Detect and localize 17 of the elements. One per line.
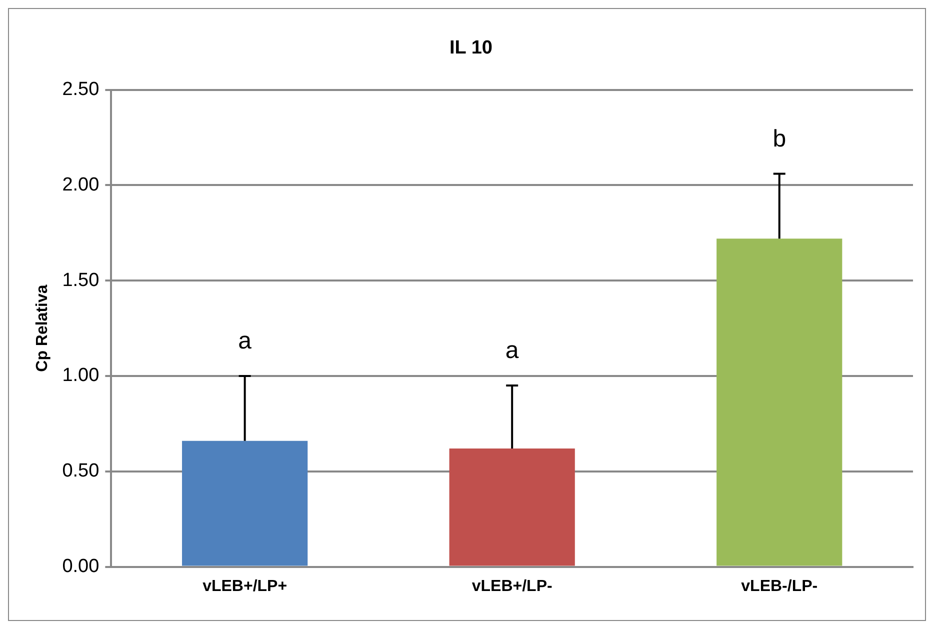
bar — [716, 238, 842, 566]
y-tick-label: 0.00 — [62, 556, 100, 578]
bar — [449, 448, 575, 566]
y-tick-label: 2.50 — [62, 79, 100, 100]
bar — [182, 440, 308, 566]
y-tick-label: 0.50 — [62, 460, 100, 482]
y-tick-label: 1.00 — [62, 365, 100, 386]
annotation: a — [505, 337, 520, 364]
y-tick-label: 2.00 — [62, 174, 100, 196]
chart-title: IL 10 — [450, 38, 492, 59]
x-tick-label: vLEB+/LP+ — [202, 578, 288, 595]
annotation: b — [772, 125, 786, 152]
x-tick-label: vLEB+/LP- — [472, 578, 552, 595]
y-tick-label: 1.50 — [62, 270, 100, 291]
annotation: a — [238, 328, 252, 355]
x-tick-label: vLEB-/LP- — [741, 578, 818, 595]
y-axis-title: Cp Relativa — [34, 284, 52, 372]
